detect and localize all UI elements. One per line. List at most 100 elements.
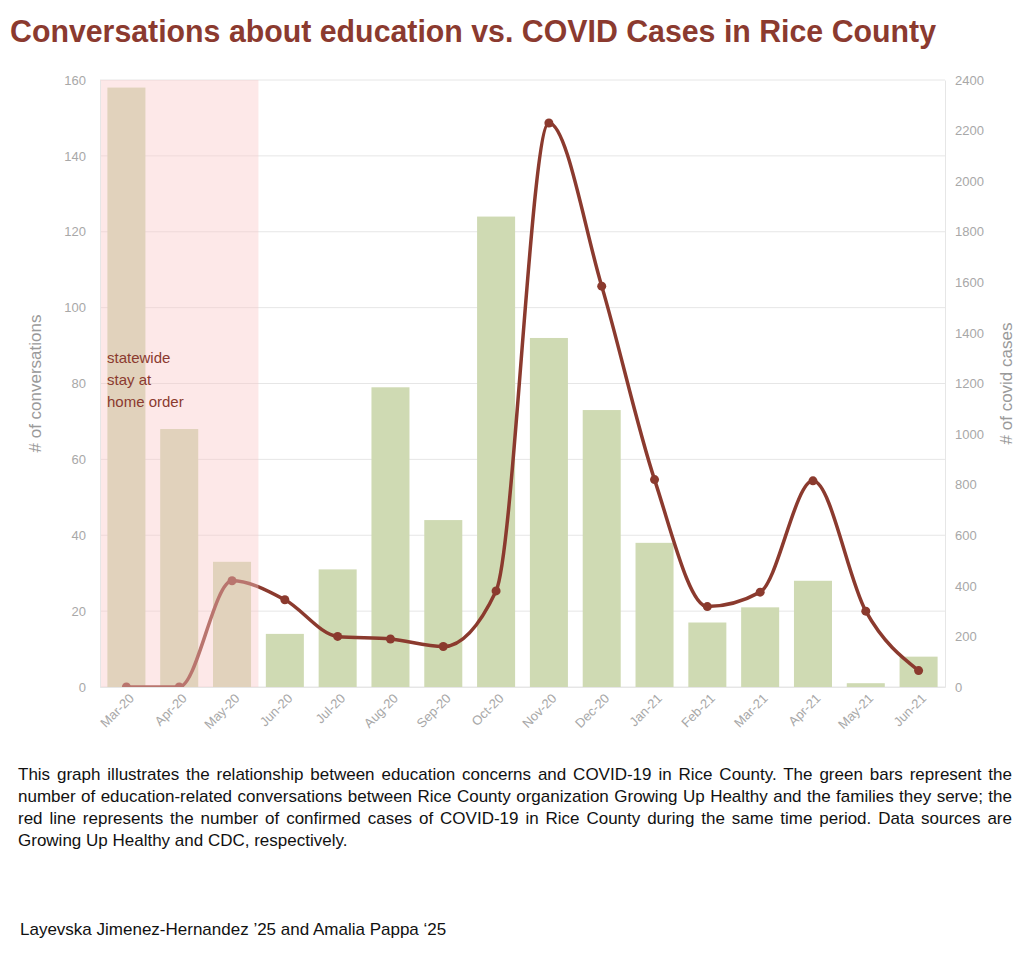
tick-label: Apr-21 — [785, 691, 823, 729]
tick: 2200 — [945, 123, 984, 138]
tick-label: 1200 — [955, 376, 984, 391]
tick-label: 100 — [64, 300, 86, 315]
marker — [544, 118, 553, 127]
marker — [914, 666, 923, 675]
tick: Mar-20 — [97, 687, 137, 730]
tick: Jan-21 — [626, 687, 665, 729]
tick: 20 — [72, 604, 100, 619]
axis-line — [945, 81, 946, 688]
tick-label: 80 — [72, 376, 86, 391]
marker — [439, 642, 448, 651]
annotation-text: stay at — [107, 371, 152, 388]
tick: 800 — [945, 477, 977, 492]
annotation-text: statewide — [107, 349, 170, 366]
marker — [808, 476, 817, 485]
title: Conversations about education vs. COVID … — [10, 14, 937, 49]
bar — [530, 338, 568, 687]
marker — [597, 282, 606, 291]
tick: Dec-20 — [572, 687, 612, 731]
tick: 140 — [64, 149, 100, 164]
tick: 80 — [72, 376, 100, 391]
tick-label: Jun-20 — [257, 691, 296, 730]
tick: 0 — [79, 680, 100, 695]
plot-area: statewide stay at home order 0 20 40 60 80 100 12… — [64, 73, 984, 732]
tick: May-20 — [201, 687, 242, 732]
bar — [319, 569, 357, 687]
tick-label: 2200 — [955, 123, 984, 138]
tick: 1600 — [945, 275, 984, 290]
tick: Oct-20 — [468, 687, 506, 729]
tick: 200 — [945, 629, 977, 644]
marker — [756, 588, 765, 597]
tick: 120 — [64, 224, 100, 239]
tick: 1200 — [945, 376, 984, 391]
bar — [266, 634, 304, 687]
tick: Sep-20 — [414, 687, 454, 731]
tick: 400 — [945, 578, 977, 593]
tick: 1000 — [945, 427, 984, 442]
marker — [492, 586, 501, 595]
tick: Nov-20 — [519, 687, 559, 731]
annotation-band — [100, 80, 258, 687]
bar — [424, 520, 462, 687]
tick: Jun-20 — [257, 687, 296, 729]
tick-label: 20 — [72, 604, 86, 619]
tick-label: Aug-20 — [361, 691, 401, 731]
tick: Apr-20 — [152, 687, 190, 729]
tick-label: 0 — [79, 680, 86, 695]
tick-label: 0 — [955, 680, 962, 695]
tick-label: Mar-20 — [97, 691, 137, 731]
tick: May-21 — [835, 687, 876, 732]
tick-label: Dec-20 — [572, 691, 612, 731]
tick-label: 60 — [72, 452, 86, 467]
y2-axis-title: # of covid cases — [997, 323, 1016, 445]
tick: 1800 — [945, 224, 984, 239]
tick-label: Mar-21 — [731, 691, 771, 731]
tick-label: Jul-20 — [313, 691, 349, 727]
tick: 2400 — [945, 73, 984, 88]
tick: 40 — [72, 528, 100, 543]
tick-label: 1000 — [955, 427, 984, 442]
axis-line — [101, 687, 946, 688]
page: {"chart_data": { "type": "bar", "title":… — [0, 0, 1024, 954]
tick-label: 1600 — [955, 275, 984, 290]
bar — [636, 543, 674, 687]
tick-label: 40 — [72, 528, 86, 543]
tick-label: 600 — [955, 528, 977, 543]
tick: 100 — [64, 300, 100, 315]
y2-axis: 0 200 400 600 800 1000 1200 1400 1600 1800 2000 220… — [945, 73, 984, 695]
marker — [333, 632, 342, 641]
tick-label: Apr-20 — [152, 691, 190, 729]
tick-label: 1400 — [955, 326, 984, 341]
annotation-text: home order — [107, 393, 184, 410]
bar — [741, 607, 779, 687]
grid — [100, 80, 945, 687]
tick-label: Sep-20 — [414, 691, 454, 731]
tick-label: May-20 — [201, 691, 242, 732]
tick: 60 — [72, 452, 100, 467]
tick-label: May-21 — [835, 691, 876, 732]
x-axis: Mar-20 Apr-20 May-20 Jun-20 Jul-20 Aug-20 Sep-… — [97, 687, 945, 732]
tick-label: 400 — [955, 578, 977, 593]
y-axis: 0 20 40 60 80 100 120 140 160 — [64, 73, 100, 695]
caption: This graph illustrates the relationship … — [18, 764, 1012, 852]
tick: Apr-21 — [785, 687, 823, 729]
bar — [847, 683, 885, 687]
tick: Jun-21 — [890, 687, 929, 729]
tick-label: 2000 — [955, 174, 984, 189]
tick: 1400 — [945, 326, 984, 341]
tick-label: Jan-21 — [626, 691, 665, 730]
tick-label: Feb-21 — [678, 691, 718, 731]
tick: 2000 — [945, 174, 984, 189]
tick: Aug-20 — [361, 687, 401, 731]
tick: 600 — [945, 528, 977, 543]
tick-label: 1800 — [955, 224, 984, 239]
marker — [650, 475, 659, 484]
tick-label: 160 — [64, 73, 86, 88]
marker — [861, 607, 870, 616]
tick-label: 800 — [955, 477, 977, 492]
tick: Mar-21 — [731, 687, 771, 730]
tick-label: Nov-20 — [519, 691, 559, 731]
tick-label: 140 — [64, 149, 86, 164]
y-axis-title: # of conversations — [26, 315, 45, 453]
